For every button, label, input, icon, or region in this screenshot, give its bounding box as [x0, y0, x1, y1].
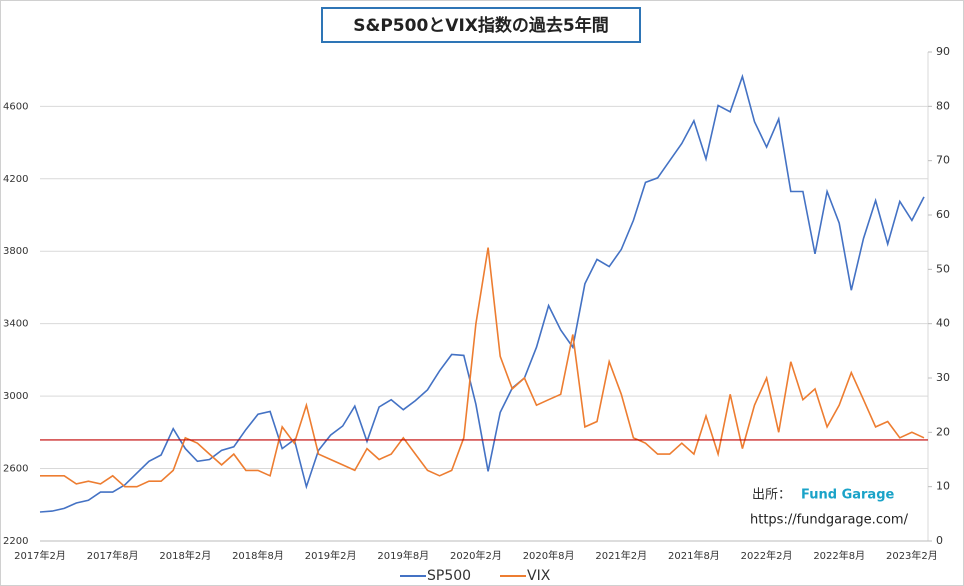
series-line: [40, 247, 925, 488]
y2-tick-label: 50: [936, 262, 950, 275]
y2-tick-label: 20: [936, 425, 950, 438]
y2-tick-label: 30: [936, 371, 950, 384]
x-tick-label: 2018年8月: [232, 549, 284, 562]
x-tick-label: 2018年2月: [159, 549, 211, 562]
y-tick-label: 4600: [3, 101, 28, 112]
x-tick-label: 2020年8月: [523, 549, 575, 562]
y2-tick-label: 70: [936, 154, 950, 167]
y-tick-label: 2200: [3, 536, 28, 547]
x-tick-label: 2022年8月: [813, 549, 865, 562]
legend-label: SP500: [427, 568, 471, 584]
annotation-source: Fund Garage: [801, 488, 895, 503]
y-tick-label: 3000: [3, 391, 28, 402]
x-tick-label: 2019年2月: [305, 549, 357, 562]
x-tick-label: 2021年8月: [668, 549, 720, 562]
y2-tick-label: 60: [936, 208, 950, 221]
x-tick-label: 2019年8月: [377, 549, 429, 562]
chart-title: S&P500とVIX指数の過去5年間: [353, 15, 608, 36]
y2-tick-label: 10: [936, 480, 950, 493]
x-tick-label: 2017年2月: [14, 549, 66, 562]
y-tick-label: 3400: [3, 319, 28, 330]
x-tick-label: 2021年2月: [595, 549, 647, 562]
y-tick-label: 4200: [3, 174, 28, 185]
y-tick-label: 2600: [3, 464, 28, 475]
y2-tick-label: 40: [936, 317, 950, 330]
y-tick-label: 3800: [3, 246, 28, 257]
annotation-url: https://fundgarage.com/: [750, 513, 909, 528]
legend-label: VIX: [527, 568, 551, 584]
series-line: [39, 73, 925, 513]
x-tick-label: 2017年8月: [87, 549, 139, 562]
y2-tick-label: 0: [936, 534, 943, 547]
title-box: [321, 7, 641, 43]
x-tick-label: 2022年2月: [741, 549, 793, 562]
x-tick-label: 2020年2月: [450, 549, 502, 562]
y2-tick-label: 90: [936, 45, 950, 58]
annotation-label: 出所：: [752, 488, 791, 503]
y2-tick-label: 80: [936, 99, 950, 112]
x-tick-label: 2023年2月: [886, 549, 938, 562]
